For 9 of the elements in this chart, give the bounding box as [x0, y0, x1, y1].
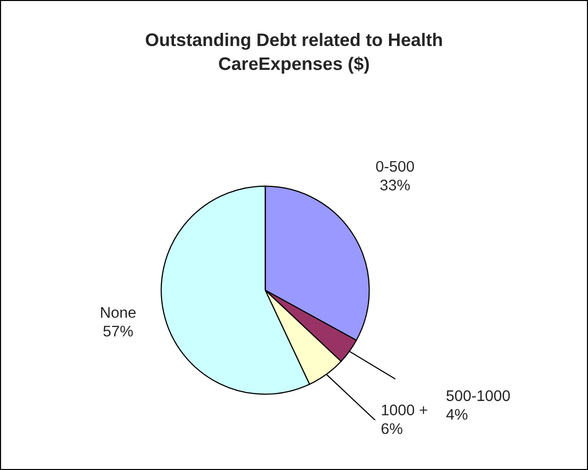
slice-label: 500-1000	[446, 390, 510, 402]
data-label: 57%	[103, 326, 133, 337]
slice-label: 1000 +	[382, 404, 428, 416]
data-label: 4%	[446, 409, 468, 420]
data-label: 6%	[382, 423, 402, 434]
chart-title: Outstanding Debt related to Health CareExpenses ($)	[146, 32, 442, 74]
slice-label: None	[101, 307, 136, 318]
slice-label: 0-500	[376, 160, 414, 172]
data-label: 33%	[380, 180, 410, 190]
